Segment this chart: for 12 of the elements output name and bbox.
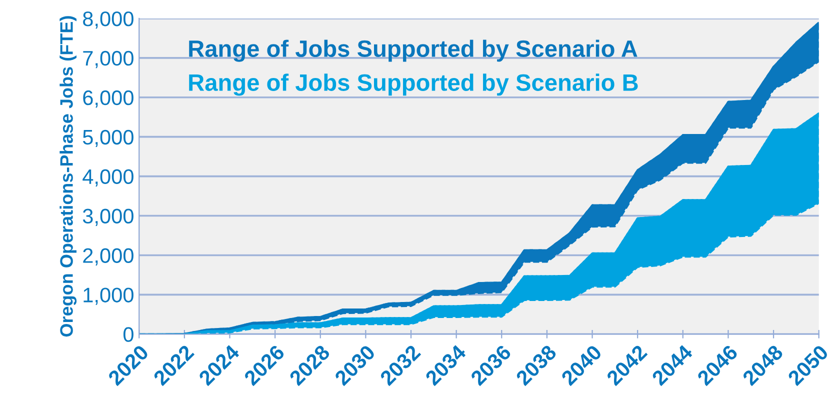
y-tick-label: 1,000 [84,288,134,305]
y-tick-label: 8,000 [83,11,134,29]
y-tick-label: 5,000 [82,130,134,148]
y-tick-label: 2,000 [83,248,134,266]
y-tick-label: 6,000 [83,90,134,108]
y-tick-label: 3,000 [82,208,134,226]
text: Range of Jobs Supported by Scenario B [189,74,638,96]
text: Range of Jobs Supported by Scenario A [189,40,638,62]
y-tick-label: 7,000 [83,50,134,68]
y-tick-label: 4,000 [82,169,134,187]
y-tick-label: 0 [123,327,134,342]
y-axis-title: Oregon Operations-Phase Jobs (FTE) [60,16,77,337]
